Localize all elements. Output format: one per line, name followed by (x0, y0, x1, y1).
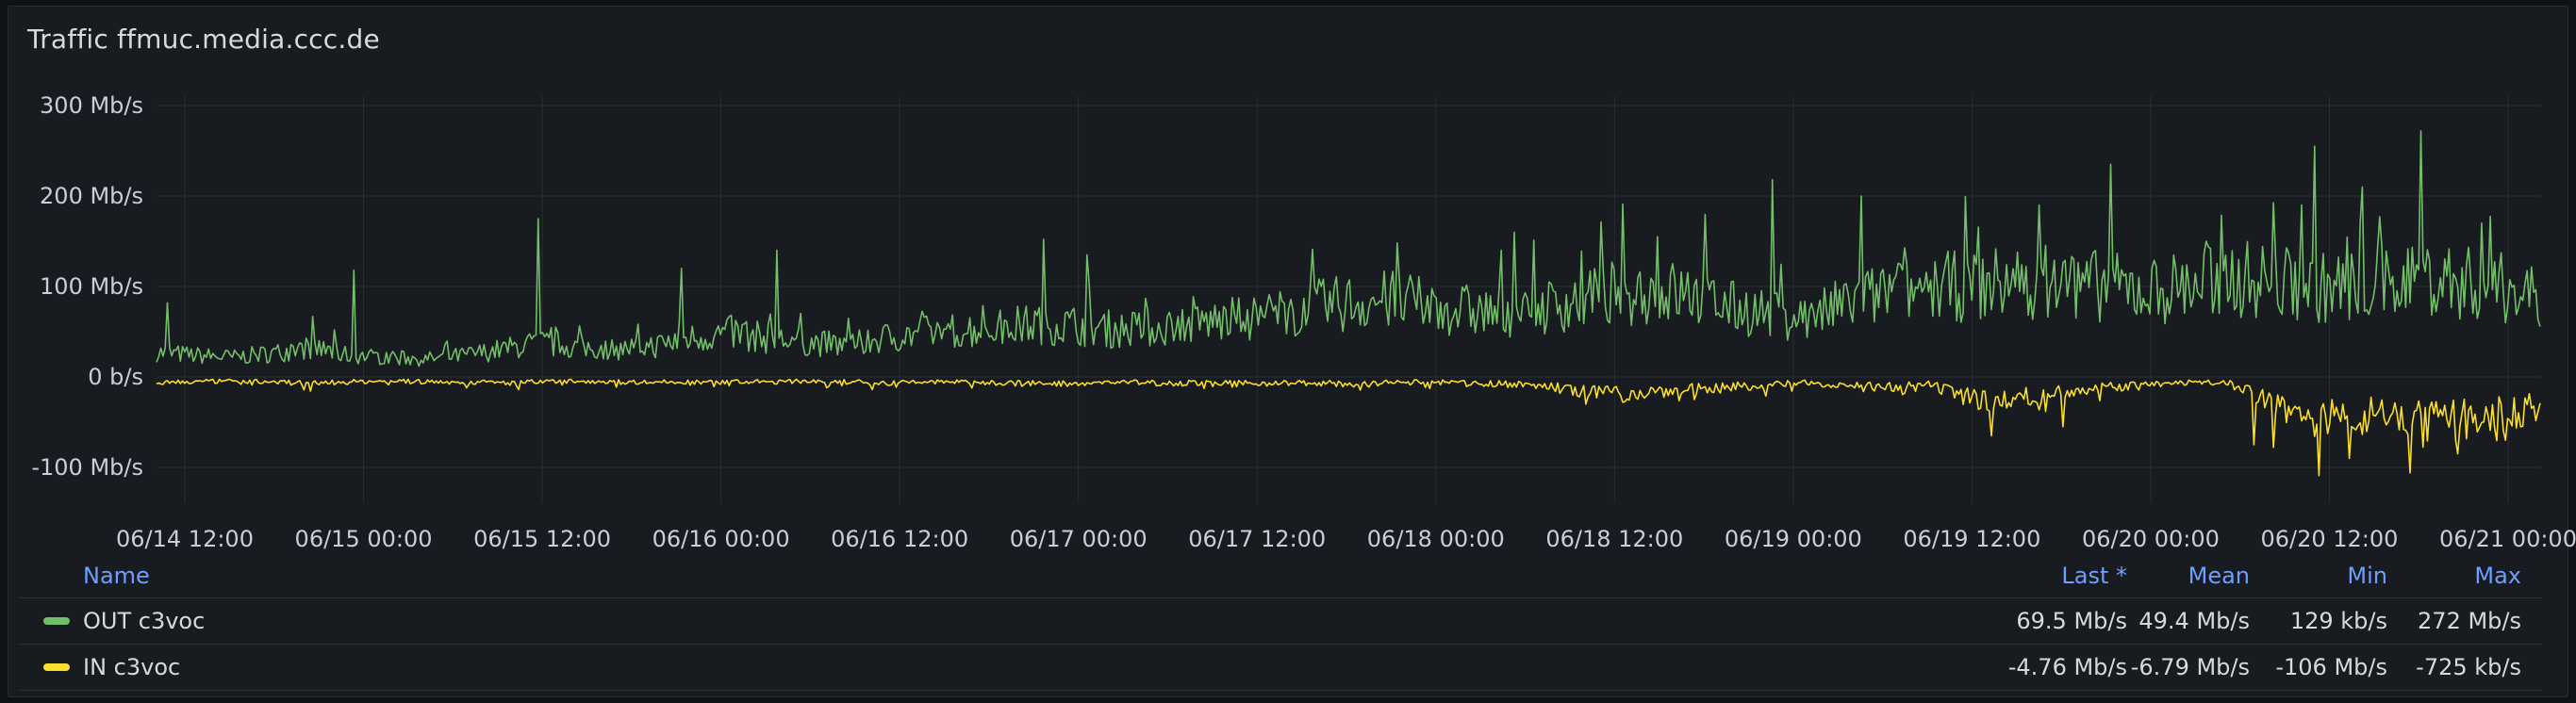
legend-row-max: -725 kb/s (2416, 654, 2521, 680)
legend-row-min: 129 kb/s (2289, 608, 2387, 634)
legend-header-max[interactable]: Max (2474, 563, 2521, 589)
x-tick-label: 06/21 00:00 (2439, 526, 2576, 552)
chart-series (156, 130, 2541, 477)
x-tick-label: 06/14 12:00 (116, 526, 254, 552)
chart-grid (157, 96, 2540, 503)
x-tick-label: 06/15 00:00 (295, 526, 433, 552)
x-tick-label: 06/18 12:00 (1545, 526, 1683, 552)
x-tick-label: 06/20 00:00 (2082, 526, 2220, 552)
traffic-chart[interactable]: 300 Mb/s 200 Mb/s 100 Mb/s 0 b/s -100 Mb/s 0… (0, 0, 2576, 556)
legend-header: Name Last * Mean Min Max (19, 554, 2542, 597)
x-tick-label: 06/20 12:00 (2260, 526, 2398, 552)
y-axis: 300 Mb/s 200 Mb/s 100 Mb/s 0 b/s -100 Mb/s (31, 92, 143, 481)
legend-row-mean: 49.4 Mb/s (2138, 608, 2250, 634)
legend-row-last: 69.5 Mb/s (2016, 608, 2127, 634)
traffic-panel: Traffic ffmuc.media.ccc.de (8, 6, 2568, 697)
x-tick-label: 06/17 00:00 (1010, 526, 1148, 552)
legend-row-in[interactable]: IN c3voc -4.76 Mb/s -6.79 Mb/s -106 Mb/s… (19, 644, 2542, 691)
legend-table: Name Last * Mean Min Max OUT c3voc 69.5 … (19, 554, 2542, 691)
y-tick-label: -100 Mb/s (31, 454, 143, 481)
y-tick-label: 0 b/s (88, 364, 143, 390)
series-color-swatch[interactable] (43, 617, 70, 625)
legend-row-mean: -6.79 Mb/s (2130, 654, 2250, 680)
legend-header-last[interactable]: Last * (2061, 563, 2127, 589)
x-tick-label: 06/19 12:00 (1903, 526, 2040, 552)
x-tick-label: 06/15 12:00 (473, 526, 611, 552)
x-axis: 06/14 12:00 06/15 00:00 06/15 12:00 06/16 0… (116, 526, 2576, 552)
legend-row-last: -4.76 Mb/s (2007, 654, 2127, 680)
series-color-swatch[interactable] (43, 663, 70, 671)
legend-row-min: -106 Mb/s (2275, 654, 2387, 680)
y-tick-label: 300 Mb/s (40, 92, 143, 119)
panel-title[interactable]: Traffic ffmuc.media.ccc.de (27, 24, 380, 55)
x-tick-label: 06/17 12:00 (1188, 526, 1326, 552)
x-tick-label: 06/18 00:00 (1367, 526, 1505, 552)
legend-header-name[interactable]: Name (83, 563, 150, 589)
legend-row-name: IN c3voc (83, 654, 181, 680)
y-tick-label: 200 Mb/s (40, 183, 143, 209)
legend-header-mean[interactable]: Mean (2188, 563, 2250, 589)
series-line-out (156, 130, 2541, 368)
legend-row-max: 272 Mb/s (2418, 608, 2521, 634)
series-line-in (156, 378, 2541, 477)
legend-row-name: OUT c3voc (83, 608, 206, 634)
legend-row-out[interactable]: OUT c3voc 69.5 Mb/s 49.4 Mb/s 129 kb/s 2… (19, 597, 2542, 644)
legend-header-min[interactable]: Min (2347, 563, 2387, 589)
y-tick-label: 100 Mb/s (40, 273, 143, 300)
x-tick-label: 06/16 00:00 (652, 526, 790, 552)
x-tick-label: 06/16 12:00 (831, 526, 968, 552)
x-tick-label: 06/19 00:00 (1725, 526, 1862, 552)
